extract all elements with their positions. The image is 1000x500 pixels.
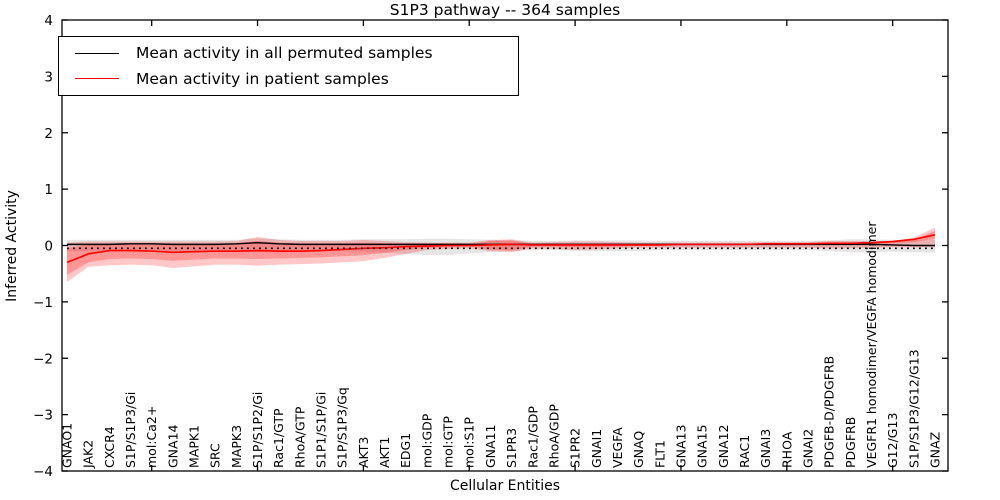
x-category-label: GNAI2 (800, 429, 815, 468)
x-category-label: RhoA/GTP (292, 406, 307, 468)
chart-title: S1P3 pathway -- 364 samples (389, 1, 621, 19)
legend-line-permuted-icon (75, 52, 119, 54)
x-category-label: MAPK1 (187, 425, 202, 468)
y-tick-label: 1 (44, 182, 53, 198)
x-category-label: JAK2 (81, 440, 96, 469)
x-category-label: GNAI1 (589, 429, 604, 468)
x-category-label: mol:GDP (419, 413, 434, 468)
y-tick-label: 0 (44, 239, 53, 255)
x-category-label: GNAI3 (758, 429, 773, 468)
x-category-label: SRC (208, 443, 223, 468)
patient-mean-line (66, 234, 936, 264)
x-category-label: S1P/S1P3/Gq (335, 387, 350, 468)
y-tick-label: 3 (44, 69, 53, 85)
x-category-label: RhoA/GDP (546, 404, 561, 468)
x-category-label: GNA14 (165, 424, 180, 468)
x-category-label: G12/G13 (885, 413, 900, 468)
legend-line-patient-icon (75, 78, 119, 80)
x-category-label: FLT1 (652, 440, 667, 468)
x-category-label: EDG1 (398, 433, 413, 468)
x-category-label: S1P1/S1P/Gi (314, 392, 329, 468)
legend-label-permuted: Mean activity in all permuted samples (136, 44, 433, 63)
x-category-label: mol:GTP (441, 416, 456, 468)
x-category-label: AKT1 (377, 437, 392, 468)
band-patient-range-outer (67, 227, 935, 283)
y-tick-label: −3 (33, 408, 53, 424)
y-tick-label: 4 (44, 13, 53, 29)
x-category-label: RAC1 (737, 435, 752, 468)
x-category-label: AKT3 (356, 437, 371, 468)
x-category-label: mol:Ca2+ (144, 406, 159, 468)
x-category-label: S1P/S1P2/Gi (250, 392, 265, 468)
legend-label-patient: Mean activity in patient samples (136, 69, 389, 88)
y-tick-label: −2 (33, 351, 53, 367)
x-category-label: S1PR2 (568, 428, 583, 468)
y-axis-label: Inferred Activity (4, 190, 20, 302)
x-category-label: VEGFA (610, 427, 625, 468)
x-category-label: CXCR4 (102, 426, 117, 468)
x-axis-label: Cellular Entities (449, 478, 561, 494)
x-category-label: GNA15 (695, 425, 710, 469)
legend-entry-permuted: Mean activity in all permuted samples (59, 44, 518, 62)
y-tick-label: −1 (33, 295, 53, 311)
x-category-label: Rac1/GDP (525, 406, 540, 468)
x-category-label: MAPK3 (229, 425, 244, 468)
y-tick-label: −4 (33, 464, 53, 480)
x-category-label: Rac1/GTP (271, 408, 286, 468)
x-category-label: GNAZ (928, 432, 943, 468)
x-category-label: GNA12 (716, 425, 731, 469)
legend-entry-patient: Mean activity in patient samples (59, 70, 518, 88)
x-category-label: GNAQ (631, 431, 646, 468)
x-category-label: GNA13 (673, 425, 688, 469)
x-category-label: PDGFB-D/PDGFRB (822, 356, 837, 468)
x-category-label: RHOA (779, 431, 794, 468)
y-tick-label: 2 (44, 126, 53, 142)
x-category-label: VEGFR1 homodimer/VEGFA homodimer (864, 221, 879, 468)
x-category-label: PDGFRB (843, 417, 858, 468)
x-category-label: GNA11 (483, 424, 498, 468)
x-category-label: GNAO1 (60, 423, 75, 468)
legend: Mean activity in all permuted samples Me… (58, 36, 519, 96)
band-patient-range-inner (67, 230, 935, 275)
x-category-label: S1PR3 (504, 428, 519, 468)
x-category-label: mol:S1P (462, 417, 477, 468)
x-category-label: S1P/S1P3/G12/G13 (906, 349, 921, 468)
x-category-label: S1P/S1P3/Gi (123, 392, 138, 468)
